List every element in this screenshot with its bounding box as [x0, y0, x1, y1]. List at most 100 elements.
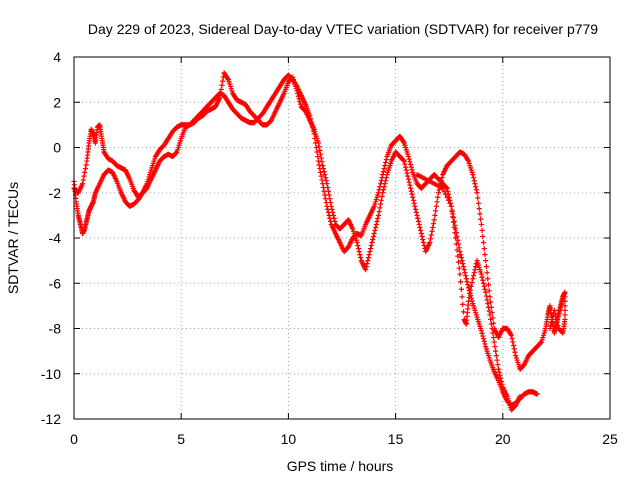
- data-point: [365, 258, 371, 264]
- data-point: [443, 191, 449, 197]
- data-point: [458, 286, 464, 292]
- x-tick-label: 25: [602, 431, 618, 447]
- data-point: [439, 175, 445, 181]
- x-tick-label: 10: [281, 431, 297, 447]
- data-point: [451, 224, 457, 231]
- data-point: [383, 175, 389, 181]
- series-2: [71, 70, 544, 372]
- data-point: [320, 163, 326, 169]
- data-point: [405, 153, 412, 160]
- data-point: [508, 332, 514, 338]
- data-point: [453, 241, 459, 247]
- data-point: [219, 82, 225, 88]
- data-point: [459, 294, 465, 300]
- data-point: [485, 276, 491, 282]
- data-point: [480, 280, 487, 286]
- data-point: [480, 336, 487, 342]
- data-point: [400, 139, 407, 145]
- data-point: [408, 185, 414, 191]
- data-point: [400, 157, 407, 163]
- data-point: [484, 270, 490, 276]
- data-point: [401, 158, 407, 164]
- data-point: [562, 298, 568, 304]
- data-point: [493, 348, 499, 354]
- data-point: [482, 286, 488, 292]
- data-point: [357, 255, 364, 261]
- y-tick-label: 2: [53, 94, 61, 110]
- data-point: [365, 255, 372, 261]
- data-point: [483, 293, 489, 299]
- data-point: [480, 239, 487, 246]
- data-point: [417, 224, 423, 231]
- data-point: [456, 265, 462, 271]
- data-point: [294, 88, 300, 94]
- data-point: [376, 209, 382, 215]
- data-point: [316, 162, 322, 168]
- data-point: [321, 169, 327, 175]
- data-point: [479, 330, 485, 337]
- data-point: [82, 169, 88, 175]
- data-point: [490, 334, 497, 341]
- data-point: [462, 270, 468, 276]
- data-point: [469, 279, 475, 286]
- data-point: [378, 197, 384, 203]
- data-point: [427, 239, 433, 246]
- data-point: [414, 212, 420, 218]
- series-3: [414, 172, 523, 413]
- data-point: [326, 192, 332, 198]
- data-point: [447, 200, 453, 206]
- data-point: [419, 233, 425, 240]
- data-point: [467, 291, 473, 297]
- data-point: [432, 212, 438, 218]
- data-point: [331, 215, 337, 221]
- data-point: [375, 212, 382, 218]
- data-point: [497, 372, 503, 378]
- data-point: [450, 214, 456, 220]
- data-point: [455, 259, 462, 265]
- data-point: [319, 159, 325, 165]
- data-point: [381, 184, 387, 190]
- data-point: [428, 236, 434, 242]
- data-point: [538, 340, 544, 346]
- data-point: [225, 75, 231, 82]
- grid-lines: [74, 57, 610, 419]
- data-point: [368, 242, 374, 249]
- data-point: [547, 325, 553, 332]
- data-point: [415, 218, 422, 225]
- data-point: [486, 288, 492, 294]
- data-point: [495, 366, 502, 372]
- data-point: [450, 219, 457, 225]
- data-point: [318, 155, 324, 161]
- data-point: [480, 333, 486, 339]
- data-point: [444, 194, 450, 200]
- plot-frame: [73, 56, 611, 420]
- data-point: [327, 196, 333, 202]
- data-point: [492, 344, 498, 350]
- data-point: [475, 195, 481, 201]
- data-point: [468, 287, 474, 293]
- y-tick-label: -6: [49, 275, 62, 291]
- y-tick-labels: 4 2 0 -2 -4 -6 -8 -10 -12: [41, 49, 61, 427]
- data-point: [431, 217, 437, 223]
- data-point: [315, 153, 321, 160]
- data-point: [450, 215, 457, 221]
- data-point: [549, 316, 555, 323]
- y-tick-label: -2: [49, 185, 62, 201]
- data-point: [465, 282, 471, 288]
- data-point: [482, 251, 488, 258]
- data-point: [452, 230, 458, 236]
- data-point: [371, 230, 377, 237]
- data-point: [488, 299, 494, 305]
- data-point: [380, 187, 387, 193]
- data-point: [316, 144, 322, 150]
- data-point: [83, 162, 89, 168]
- data-point: [330, 212, 337, 218]
- data-point: [408, 188, 414, 194]
- y-tick-label: -8: [49, 321, 62, 337]
- data-point: [413, 209, 419, 215]
- data-point: [458, 255, 464, 261]
- data-point: [554, 319, 560, 326]
- data-point: [485, 304, 492, 310]
- data-point: [443, 184, 449, 191]
